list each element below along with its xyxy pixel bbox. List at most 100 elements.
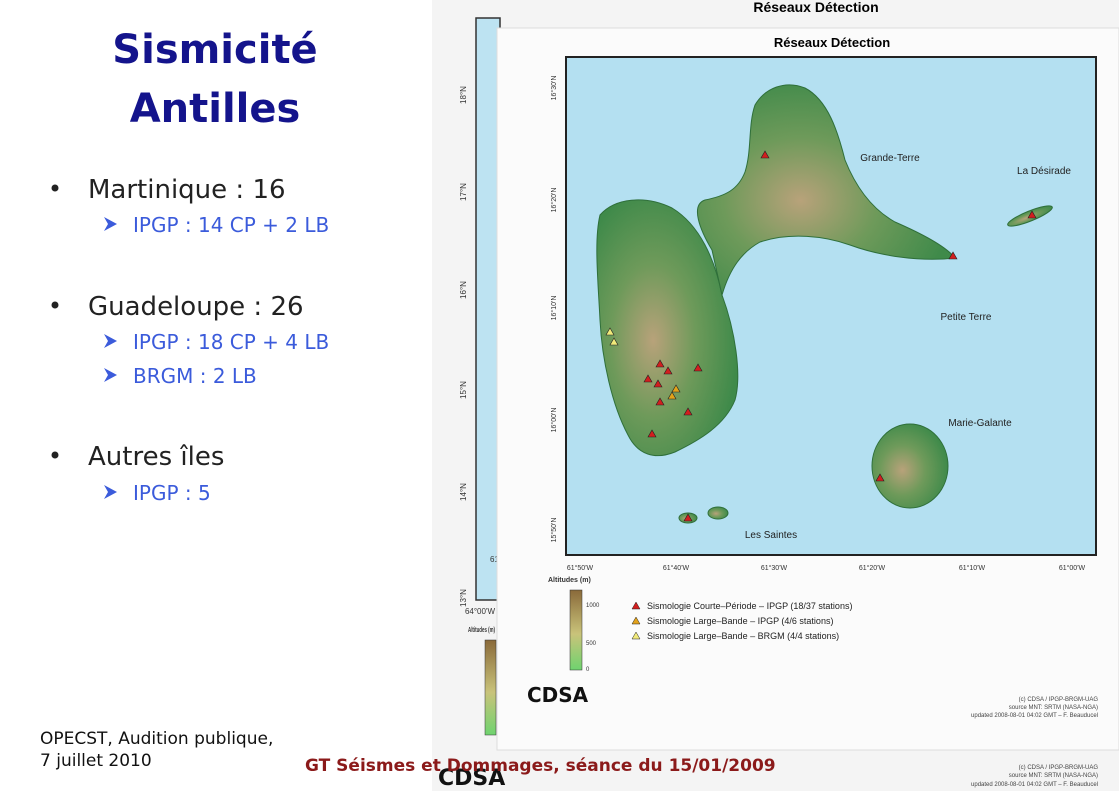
station [655,359,665,368]
back-logo: CDSA [438,766,505,791]
marie-galante [871,423,949,509]
legend-symbol [631,616,641,625]
sub-arrow [104,485,117,499]
sub-bullet-text: BRGM : 2 LB [133,364,257,388]
place-label: Petite Terre [941,312,992,323]
bullet-list: Martinique : 16 IPGP : 14 CP + 2 LB Guad… [51,175,329,505]
terre-de-haut [707,506,729,520]
lon-label: 61°00'W [1059,564,1086,572]
bullet [51,301,59,309]
footer-center: GT Séismes et Dommages, séance du 15/01/… [305,756,776,776]
altitude-colorbar [569,589,583,671]
front-credits: (c) CDSA / IPGP-BRGM-UAG source MNT: SRT… [971,697,1098,719]
place-label: Les Saintes [745,530,797,541]
back-lat-labels: 18°N 17°N 16°N 15°N 14°N 13°N [459,86,468,607]
front-lon-labels: 61°50'W 61°40'W 61°30'W 61°20'W 61°10'W … [567,564,1086,572]
lat-label: 16°20'N [550,188,558,213]
back-credits: (c) CDSA / IPGP-BRGM-UAG source MNT: SRT… [971,765,1098,788]
lat-label: 15°50'N [550,518,558,543]
station [605,327,615,336]
lat-label: 15°N [459,381,468,399]
lat-label: 14°N [459,483,468,501]
place-labels: Grande-Terre La Désirade Petite Terre Ma… [745,153,1072,541]
front-logo: CDSA [527,683,589,707]
sub-bullet-text: IPGP : 18 CP + 4 LB [133,330,329,354]
credit: (c) CDSA / IPGP-BRGM-UAG [1019,765,1099,771]
altitude-ticks: 1000 500 0 [586,603,600,673]
sub-arrow [104,217,117,231]
station [653,379,663,388]
stations [605,150,1037,522]
grande-terre [696,84,956,297]
lat-label: 16°00'N [550,408,558,433]
station [667,391,677,400]
basse-terre [596,199,739,457]
altitude-tick: 500 [586,641,597,647]
front-map-title: Réseaux Détection [774,35,890,50]
lat-label: 13°N [459,589,468,607]
legend-symbol [631,601,641,610]
altitude-label: Altitudes (m) [548,577,591,584]
station [693,363,703,372]
bullet [51,451,59,459]
lat-label: 17°N [459,183,468,201]
station [671,384,681,393]
place-label: Marie-Galante [948,418,1012,429]
footer-left: OPECST, Audition publique, 7 juillet 201… [40,729,273,771]
station [1027,210,1037,219]
altitude-tick: 1000 [586,603,600,609]
sub-arrow [104,334,117,348]
station [609,337,619,346]
place-label: Grande-Terre [860,153,920,164]
station [683,513,693,522]
credit: updated 2008-08-01 04:02 GMT – F. Beaudu… [971,782,1098,788]
place-label: La Désirade [1017,166,1071,177]
lat-label: 16°30'N [550,76,558,101]
lon-label: 64°00'W [465,607,496,616]
credit: (c) CDSA / IPGP-BRGM-UAG [1019,697,1099,703]
title-line: Antilles [130,86,301,132]
lon-label: 61°10'W [959,564,986,572]
legend-entry: Sismologie Large–Bande – BRGM (4/4 stati… [647,631,839,641]
lat-label: 16°10'N [550,296,558,321]
station [760,150,770,159]
islands [596,84,1053,524]
altitude-tick: 0 [586,667,590,673]
altitude-colorbar [484,639,497,736]
credit: source MNT: SRTM (NASA-NGA) [1009,705,1098,711]
altitude-label: Altitudes (m) [468,627,495,634]
station [663,366,673,375]
legend-entry: Sismologie Courte–Période – IPGP (18/37 … [647,601,852,611]
sub-bullet-text: IPGP : 5 [133,481,211,505]
bullet [51,184,59,192]
station [647,429,657,438]
station [948,251,958,260]
lon-label: 61°30'W [761,564,788,572]
footer-line: OPECST, Audition publique, [40,729,273,749]
sub-bullet-text: IPGP : 14 CP + 2 LB [133,213,329,237]
lon-label: 61°50'W [567,564,594,572]
station [655,397,665,406]
bullet-text: Guadeloupe : 26 [88,292,304,322]
lat-label: 18°N [459,86,468,104]
legend: Sismologie Courte–Période – IPGP (18/37 … [631,601,852,641]
credit: source MNT: SRTM (NASA-NGA) [1009,773,1098,779]
footer-line: 7 juillet 2010 [40,751,152,771]
lon-label: 61°40'W [663,564,690,572]
back-map-title: Réseaux Détection [753,0,878,15]
slide-title: Sismicité Antilles [112,27,317,132]
bullet-text: Martinique : 16 [88,175,286,205]
title-line: Sismicité [112,27,317,73]
legend-symbol [631,631,641,640]
back-map-sea [475,17,501,601]
bullet-text: Autres îles [88,442,224,472]
sub-arrow [104,368,117,382]
legend-entry: Sismologie Large–Bande – IPGP (4/6 stati… [647,616,833,626]
credit: updated 2008-08-01 04:02 GMT – F. Beaudu… [971,713,1098,719]
front-lat-labels: 16°30'N 16°20'N 16°10'N 16°00'N 15°50'N [550,76,558,543]
station [683,407,693,416]
station [875,473,885,482]
